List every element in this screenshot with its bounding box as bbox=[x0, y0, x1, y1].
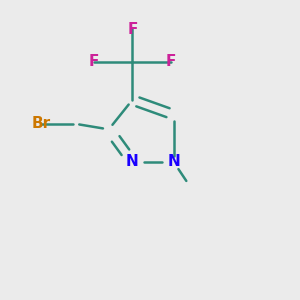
Text: F: F bbox=[89, 54, 99, 69]
Text: N: N bbox=[126, 154, 139, 169]
Text: Br: Br bbox=[32, 116, 51, 131]
Text: F: F bbox=[165, 54, 176, 69]
Text: F: F bbox=[127, 22, 137, 37]
Text: N: N bbox=[167, 154, 180, 169]
